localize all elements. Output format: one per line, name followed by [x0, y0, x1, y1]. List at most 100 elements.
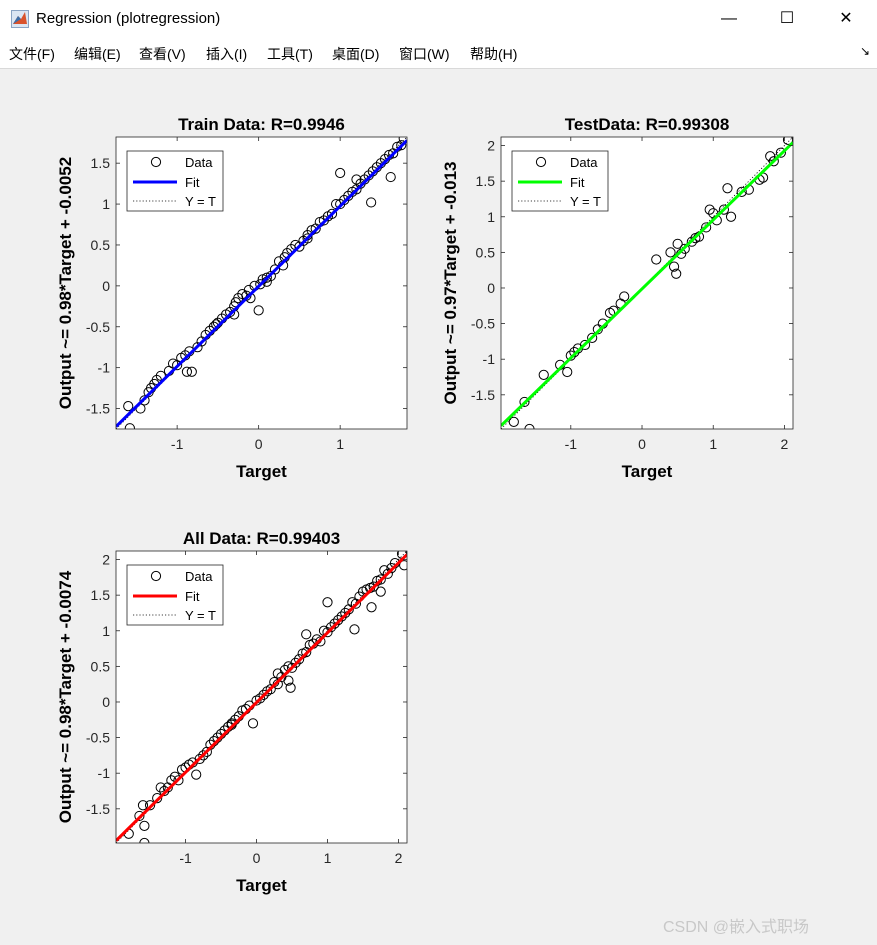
data-point: [290, 657, 301, 668]
maximize-button[interactable]: ☐: [779, 10, 795, 27]
data-point: [173, 775, 184, 786]
x-tick-label: 0: [253, 850, 261, 866]
menu-item-view[interactable]: 查看(V): [139, 46, 186, 62]
y-tick-label: 0: [487, 280, 495, 296]
y-axis-label: Output ~= 0.98*Target + -0.0052: [56, 157, 75, 409]
y-tick-label: 1.5: [91, 587, 111, 603]
y-axis-label: Output ~= 0.98*Target + -0.0074: [56, 570, 75, 823]
y-axis-label: Output ~= 0.97*Target + -0.013: [441, 162, 460, 405]
legend-fit-label: Fit: [185, 589, 200, 604]
menu-item-tools[interactable]: 工具(T): [267, 46, 313, 62]
legend-data-marker: [150, 570, 162, 582]
data-point: [283, 675, 294, 686]
data-point: [704, 204, 715, 215]
menu-bar: 文件(F) 编辑(E) 查看(V) 插入(I) 工具(T) 桌面(D) 窗口(W…: [0, 38, 877, 69]
legend-data-label: Data: [570, 155, 598, 170]
y-tick-label: -1: [98, 765, 111, 781]
fit-line: [116, 139, 407, 428]
x-tick-label: 1: [336, 436, 344, 452]
y-tick-label: 0: [102, 278, 110, 294]
data-point: [269, 264, 281, 275]
y-tick-label: 1: [102, 196, 110, 212]
matlab-app-icon: [11, 10, 29, 28]
data-point: [335, 167, 346, 179]
data-point: [322, 597, 333, 608]
y-tick-label: 0.5: [91, 658, 111, 674]
data-point: [722, 183, 733, 194]
x-tick-label: -1: [565, 436, 578, 452]
menu-item-window[interactable]: 窗口(W): [399, 46, 450, 62]
data-point: [651, 254, 662, 265]
data-point: [538, 369, 549, 380]
data-point: [701, 222, 712, 233]
data-point: [366, 197, 377, 208]
y-tick-label: 1: [102, 623, 110, 639]
data-point: [671, 268, 682, 279]
axes-box: [500, 136, 794, 430]
data-point: [315, 636, 326, 647]
dock-arrow-icon[interactable]: ↘: [860, 44, 871, 58]
data-point: [294, 654, 305, 665]
data-point: [301, 629, 312, 640]
watermark: CSDN @嵌入式职场: [663, 919, 810, 936]
data-point: [349, 624, 360, 635]
fit-line: [116, 553, 407, 842]
data-point: [382, 568, 393, 579]
data-point: [181, 366, 193, 377]
data-point: [155, 782, 166, 793]
data-point: [399, 560, 407, 571]
data-point: [619, 291, 630, 302]
y-tick-label: 1: [487, 209, 495, 225]
data-point: [194, 753, 205, 765]
data-point: [775, 147, 786, 158]
data-point: [247, 718, 259, 729]
menu-item-insert[interactable]: 插入(I): [206, 46, 248, 62]
chart-title: Train Data: R=0.9946: [178, 115, 345, 134]
y-tick-label: -1.5: [86, 801, 110, 817]
figure-area: -1 0 1 -1.5 -1 -0.5 0 0.5 1 1.5 Train Data: R=0.99…: [0, 69, 877, 945]
minimize-button[interactable]: —: [721, 10, 737, 27]
data-point: [686, 236, 697, 247]
fit-line: [501, 141, 793, 427]
close-button[interactable]: ✕: [839, 10, 853, 27]
data-point: [385, 171, 396, 183]
data-point: [326, 208, 338, 219]
data-point: [285, 682, 296, 693]
y-tick-label: 2: [102, 552, 110, 568]
data-point: [226, 719, 237, 730]
y-tick-label: -0.5: [86, 730, 110, 746]
y-tick-label: 2: [487, 138, 495, 154]
menu-item-file[interactable]: 文件(F): [9, 46, 55, 62]
data-point: [152, 793, 163, 804]
menu-item-edit[interactable]: 编辑(E): [74, 46, 121, 62]
data-point: [254, 693, 266, 704]
x-tick-label: 0: [638, 436, 646, 452]
menu-item-desktop[interactable]: 桌面(D): [332, 46, 380, 62]
data-point: [137, 800, 149, 811]
data-point: [134, 810, 145, 822]
data-point: [144, 800, 156, 811]
x-axis-label: Target: [236, 462, 287, 481]
data-point: [302, 233, 313, 244]
data-point: [665, 247, 676, 258]
title-bar: Regression (plotregression) — ☐ ✕: [0, 0, 877, 38]
data-point: [123, 400, 134, 412]
data-point: [351, 174, 362, 185]
data-point: [159, 785, 170, 797]
data-point: [336, 611, 347, 622]
y-tick-label: 0: [102, 694, 110, 710]
data-point: [255, 279, 266, 290]
y-tick-label: 1.5: [476, 173, 496, 189]
data-point: [679, 243, 690, 254]
data-point: [396, 140, 407, 151]
test-regression-plot: -1 0 1 2 -1.5 -1 -0.5 0 0.5 1 1.5 2 TestData: R=0.99…: [441, 115, 794, 481]
axes-box: [115, 136, 408, 430]
menu-item-help[interactable]: 帮助(H): [470, 46, 518, 62]
data-point: [124, 423, 135, 429]
y-tick-label: -1.5: [86, 401, 110, 417]
x-tick-label: 2: [781, 436, 789, 452]
x-tick-label: 2: [395, 850, 403, 866]
x-tick-label: -1: [179, 850, 192, 866]
legend-identity-label: Y = T: [185, 194, 216, 209]
chart-title: TestData: R=0.99308: [565, 115, 730, 134]
